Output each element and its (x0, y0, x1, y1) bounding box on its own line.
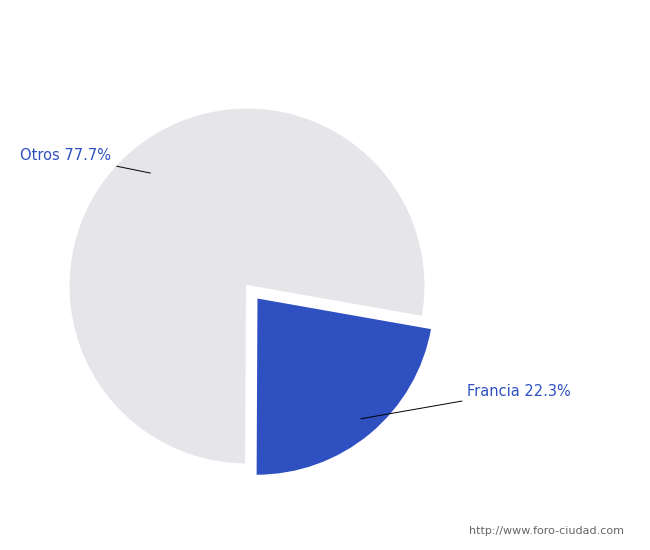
Text: Otros 77.7%: Otros 77.7% (20, 148, 150, 173)
Text: Andorra - Turistas extranjeros según país - Agosto de 2024: Andorra - Turistas extranjeros según paí… (89, 14, 561, 31)
Text: Francia 22.3%: Francia 22.3% (361, 383, 571, 419)
Wedge shape (68, 107, 426, 465)
Wedge shape (255, 298, 432, 476)
Text: http://www.foro-ciudad.com: http://www.foro-ciudad.com (469, 526, 624, 536)
